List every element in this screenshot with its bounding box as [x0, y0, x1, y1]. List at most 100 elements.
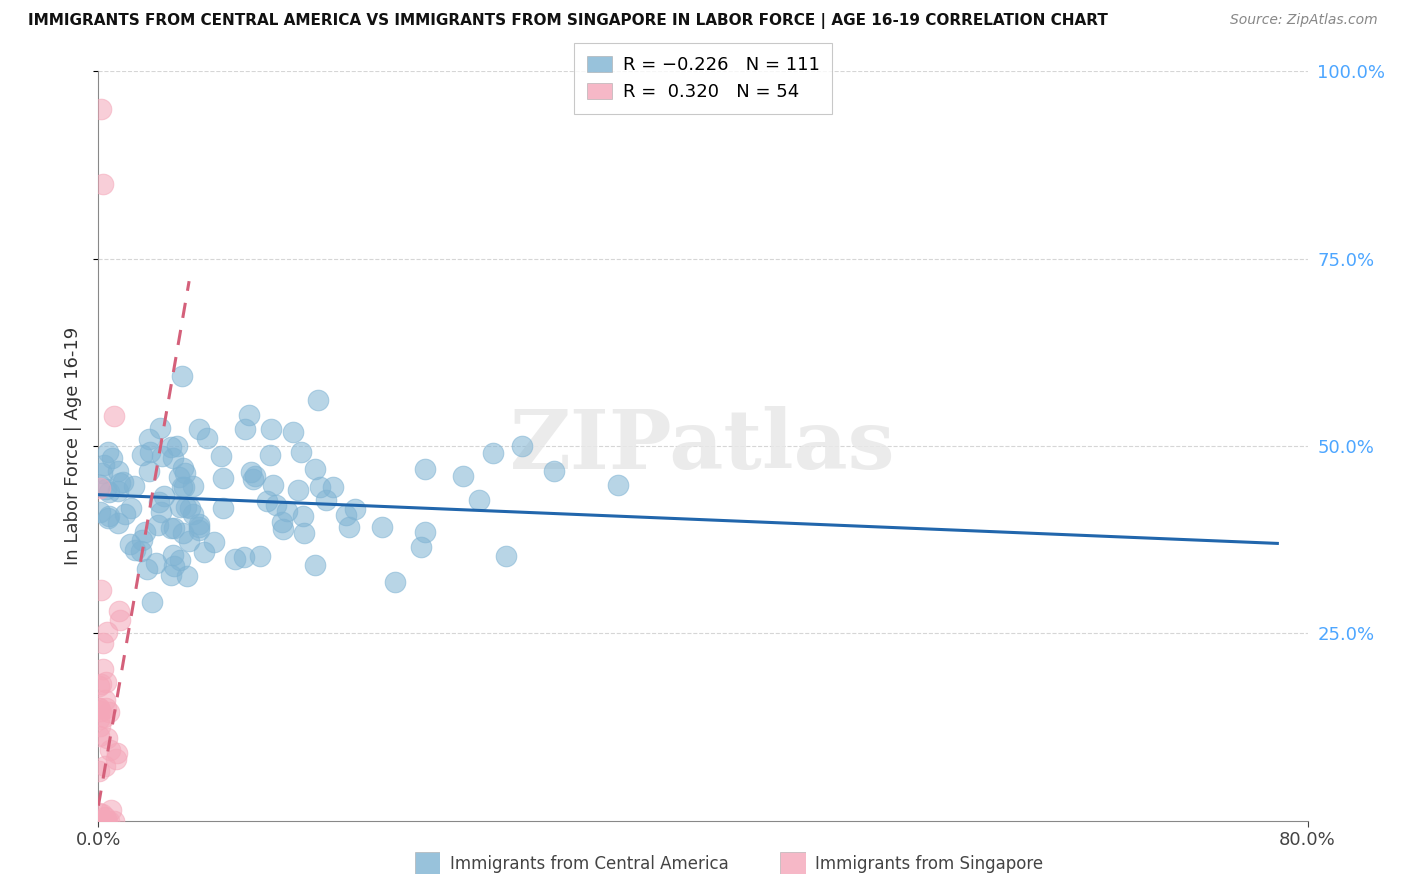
- Point: [510, 439, 533, 453]
- Point: [451, 468, 474, 483]
- Point: [93, 814, 115, 828]
- Point: [91, 814, 114, 828]
- Point: [138, 432, 160, 446]
- Point: [122, 479, 145, 493]
- Point: [233, 550, 256, 565]
- Point: [131, 448, 153, 462]
- Point: [91, 635, 114, 649]
- Point: [138, 445, 160, 459]
- Point: [292, 526, 315, 541]
- Point: [90, 814, 112, 828]
- Point: [271, 515, 294, 529]
- Point: [193, 545, 215, 559]
- Point: [87, 729, 110, 743]
- Point: [90, 102, 112, 116]
- Point: [309, 480, 332, 494]
- Point: [335, 508, 357, 523]
- Point: [468, 492, 491, 507]
- Point: [89, 814, 111, 828]
- Point: [170, 369, 193, 384]
- Point: [94, 814, 117, 828]
- Point: [162, 450, 184, 465]
- Point: [262, 478, 284, 492]
- Point: [90, 814, 112, 828]
- Point: [606, 478, 628, 492]
- Point: [209, 449, 232, 463]
- Point: [134, 524, 156, 539]
- Point: [90, 677, 112, 691]
- Point: [260, 421, 283, 435]
- Point: [315, 493, 337, 508]
- Point: [103, 814, 125, 828]
- Point: [97, 706, 120, 720]
- Point: [91, 177, 114, 191]
- Point: [87, 712, 110, 726]
- Point: [163, 521, 186, 535]
- Point: [174, 467, 197, 481]
- Point: [344, 502, 367, 516]
- Point: [176, 569, 198, 583]
- Point: [131, 533, 153, 547]
- Point: [91, 806, 114, 821]
- Point: [93, 710, 115, 724]
- Point: [87, 814, 110, 828]
- Point: [276, 503, 298, 517]
- Point: [187, 523, 209, 537]
- Point: [89, 814, 111, 828]
- Point: [149, 421, 172, 435]
- Point: [87, 701, 110, 715]
- Point: [90, 814, 112, 828]
- Point: [371, 520, 394, 534]
- Text: Source: ZipAtlas.com: Source: ZipAtlas.com: [1230, 13, 1378, 28]
- Point: [87, 814, 110, 828]
- Point: [94, 693, 117, 707]
- Point: [188, 517, 211, 532]
- Point: [181, 508, 204, 522]
- Point: [243, 469, 266, 483]
- Y-axis label: In Labor Force | Age 16-19: In Labor Force | Age 16-19: [65, 326, 83, 566]
- Point: [188, 422, 211, 436]
- Point: [264, 498, 287, 512]
- Point: [195, 431, 218, 445]
- Point: [108, 476, 131, 491]
- Point: [212, 471, 235, 485]
- Point: [307, 392, 329, 407]
- Point: [87, 764, 110, 778]
- Point: [256, 494, 278, 508]
- Point: [495, 549, 517, 563]
- Point: [89, 814, 111, 828]
- Point: [94, 759, 117, 773]
- Point: [181, 479, 204, 493]
- Point: [96, 624, 118, 639]
- Point: [160, 440, 183, 454]
- Text: IMMIGRANTS FROM CENTRAL AMERICA VS IMMIGRANTS FROM SINGAPORE IN LABOR FORCE | AG: IMMIGRANTS FROM CENTRAL AMERICA VS IMMIG…: [28, 13, 1108, 29]
- Point: [107, 464, 129, 478]
- Point: [114, 507, 136, 521]
- Point: [173, 480, 195, 494]
- Point: [89, 481, 111, 495]
- Point: [169, 470, 191, 484]
- Point: [304, 558, 326, 572]
- Point: [212, 500, 235, 515]
- Point: [89, 478, 111, 492]
- Point: [224, 551, 246, 566]
- Point: [105, 746, 128, 760]
- Point: [87, 814, 110, 828]
- Point: [89, 719, 111, 733]
- Point: [120, 500, 142, 515]
- Point: [148, 495, 170, 509]
- Point: [107, 516, 129, 530]
- Point: [89, 679, 111, 693]
- Point: [146, 517, 169, 532]
- Point: [94, 814, 117, 828]
- Point: [166, 439, 188, 453]
- Point: [259, 448, 281, 462]
- Point: [543, 464, 565, 478]
- Point: [145, 556, 167, 570]
- Point: [415, 524, 437, 539]
- Point: [87, 814, 110, 828]
- Point: [290, 445, 312, 459]
- Point: [202, 534, 225, 549]
- Point: [90, 582, 112, 597]
- Point: [172, 525, 194, 540]
